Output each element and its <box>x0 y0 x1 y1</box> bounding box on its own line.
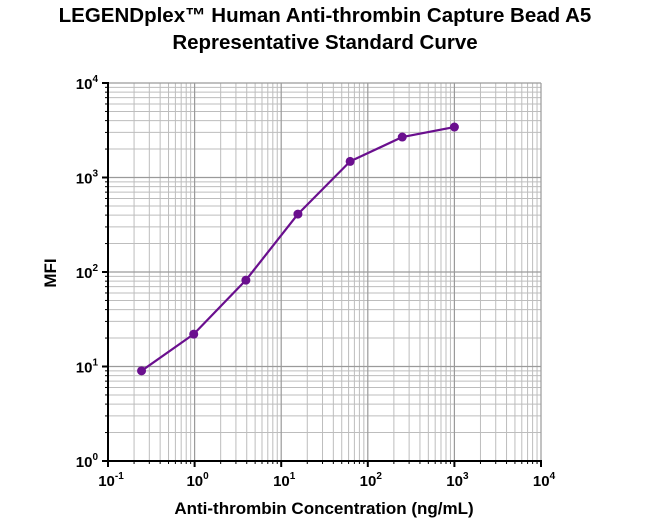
y-tick-label: 100 <box>76 452 99 471</box>
y-tick-label: 104 <box>76 74 99 93</box>
x-tick-labels: 10-1 100 101 102 103 104 <box>98 471 555 490</box>
series-line <box>140 125 455 372</box>
data-point <box>293 209 303 219</box>
y-axis-label: MFI <box>41 258 60 287</box>
y-tick-label: 102 <box>76 263 99 282</box>
y-tick-label: 103 <box>76 169 99 188</box>
y-tick-label: 101 <box>76 358 99 377</box>
data-point <box>137 366 147 376</box>
series-group <box>137 122 459 376</box>
x-tick-label: 101 <box>273 471 296 490</box>
x-axis-label: Anti-thrombin Concentration (ng/mL) <box>174 499 473 518</box>
x-tick-label: 100 <box>186 471 209 490</box>
x-tick-label: 10-1 <box>98 471 124 490</box>
major-grid <box>107 82 542 462</box>
x-tick-label: 102 <box>360 471 383 490</box>
chart-title: LEGENDplex™ Human Anti-thrombin Capture … <box>58 4 592 27</box>
x-tick-label: 104 <box>533 471 556 490</box>
data-point <box>345 156 355 166</box>
y-tick-labels: 100 101 102 103 104 <box>76 74 99 471</box>
data-point <box>241 275 251 285</box>
x-tick-label: 103 <box>446 471 469 490</box>
data-point <box>189 329 199 339</box>
data-point <box>449 122 459 132</box>
chart-title-block: LEGENDplex™ Human Anti-thrombin Capture … <box>0 2 650 56</box>
axes <box>102 82 542 467</box>
data-point <box>397 132 407 142</box>
chart-subtitle: Representative Standard Curve <box>172 31 478 54</box>
